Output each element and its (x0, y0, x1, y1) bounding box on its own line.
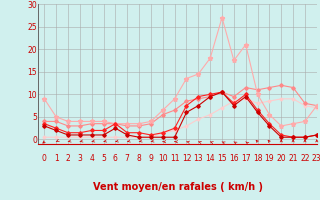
X-axis label: Vent moyen/en rafales ( km/h ): Vent moyen/en rafales ( km/h ) (92, 182, 263, 192)
